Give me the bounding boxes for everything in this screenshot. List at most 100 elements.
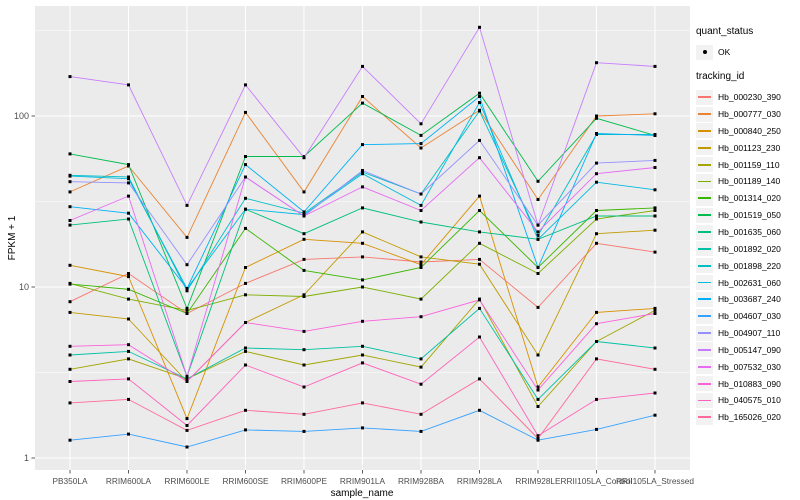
- data-point-Hb_001892_020: [419, 357, 423, 361]
- data-point-Hb_000230_390: [302, 257, 306, 261]
- data-point-Hb_001892_020: [302, 348, 306, 352]
- data-point-Hb_005147_090: [244, 83, 247, 87]
- data-point-Hb_001123_230: [68, 310, 72, 314]
- data-point-Hb_040575_010: [68, 380, 72, 383]
- data-point-Hb_001189_140: [185, 308, 189, 312]
- data-point-Hb_001519_050: [419, 133, 423, 137]
- data-point-Hb_001892_020: [653, 346, 657, 350]
- data-point-Hb_004607_030: [68, 438, 72, 442]
- legend-item-label: Hb_001898_220: [718, 260, 781, 271]
- data-point-Hb_003687_240: [302, 210, 306, 214]
- data-point-Hb_040575_010: [244, 363, 247, 367]
- data-point-Hb_001519_050: [478, 91, 481, 95]
- data-point-Hb_007532_030: [595, 172, 598, 176]
- data-point-Hb_004607_030: [653, 413, 657, 417]
- x-tick-label: PB350LA: [52, 476, 88, 486]
- data-point-Hb_004607_030: [302, 429, 306, 433]
- plot-area: PB350LA RRIM600LA RRIM600LE RRIM600SE RRIM60…: [14, 6, 694, 486]
- data-point-Hb_007532_030: [536, 230, 540, 234]
- data-point-Hb_010883_090: [68, 344, 72, 348]
- legend-item-label: Hb_040575_010: [718, 395, 781, 406]
- line-swatch-icon: [698, 365, 711, 368]
- legend-item-tracking-id: Hb_001635_060: [696, 224, 800, 241]
- data-point-Hb_004607_030: [478, 408, 481, 412]
- data-point-Hb_001314_020: [653, 206, 657, 210]
- data-point-Hb_001892_020: [536, 397, 540, 401]
- data-point-Hb_001314_020: [302, 268, 306, 272]
- data-point-Hb_010883_090: [302, 329, 306, 333]
- line-swatch-icon: [698, 416, 711, 419]
- data-point-Hb_001519_050: [68, 152, 72, 156]
- data-point-Hb_004607_030: [419, 429, 423, 433]
- data-point-Hb_004607_030: [244, 428, 247, 432]
- legend-item-tracking-id: Hb_040575_010: [696, 392, 800, 409]
- x-tick-label: RRIM928LE: [515, 476, 561, 486]
- legend-key: [696, 89, 713, 105]
- legend-key: [696, 325, 713, 341]
- data-point-Hb_001123_230: [361, 230, 364, 234]
- data-point-Hb_001898_220: [536, 234, 540, 237]
- data-point-Hb_000840_250: [127, 275, 130, 279]
- data-point-Hb_001314_020: [127, 287, 130, 291]
- data-point-Hb_001123_230: [419, 255, 423, 259]
- data-point-Hb_001159_110: [653, 308, 657, 312]
- line-swatch-icon: [698, 382, 711, 385]
- data-point-Hb_001123_230: [302, 293, 306, 297]
- line-swatch-icon: [698, 130, 711, 132]
- data-point-Hb_001635_060: [127, 217, 130, 221]
- data-point-Hb_001892_020: [361, 344, 364, 348]
- data-point-Hb_002631_060: [595, 180, 598, 184]
- data-point-Hb_000230_390: [478, 257, 481, 261]
- data-point-Hb_004907_110: [127, 181, 130, 185]
- data-point-Hb_000840_250: [536, 385, 540, 389]
- x-tick-label: RRII105LA_Control: [561, 476, 633, 486]
- data-point-Hb_000840_250: [244, 266, 247, 269]
- data-point-Hb_003687_240: [653, 133, 657, 137]
- line-swatch-icon: [698, 231, 711, 233]
- data-point-Hb_001635_060: [478, 230, 481, 234]
- data-point-Hb_002631_060: [653, 188, 657, 192]
- legend-key: [696, 106, 713, 122]
- data-point-Hb_010883_090: [185, 380, 189, 383]
- data-point-Hb_005147_090: [595, 61, 598, 65]
- data-point-Hb_040575_010: [127, 377, 130, 381]
- data-point-Hb_001314_020: [244, 226, 247, 230]
- data-point-Hb_002631_060: [536, 237, 540, 241]
- data-point-Hb_001123_230: [478, 262, 481, 266]
- data-point-Hb_001314_020: [68, 282, 72, 286]
- data-point-Hb_165026_020: [185, 428, 189, 432]
- data-point-Hb_010883_090: [419, 315, 423, 319]
- data-point-Hb_001892_020: [244, 346, 247, 350]
- legend-item-label: Hb_000777_030: [718, 109, 781, 120]
- data-point-Hb_003687_240: [478, 95, 481, 98]
- data-point-Hb_010883_090: [536, 388, 540, 392]
- data-point-Hb_003687_240: [68, 205, 72, 209]
- legend-item-label: Hb_000840_250: [718, 125, 781, 136]
- data-point-Hb_001892_020: [127, 349, 130, 353]
- legend-item-tracking-id: Hb_007532_030: [696, 358, 800, 375]
- data-point-Hb_000230_390: [419, 260, 423, 264]
- legend-key: [696, 308, 713, 324]
- data-point-Hb_003687_240: [244, 163, 247, 167]
- legend-item-label: Hb_000230_390: [718, 92, 781, 103]
- data-point-Hb_001519_050: [536, 179, 540, 183]
- data-point-Hb_005147_090: [653, 64, 657, 68]
- data-point-Hb_001189_140: [302, 295, 306, 298]
- legend-key: [696, 291, 713, 307]
- data-point-Hb_002631_060: [478, 101, 481, 104]
- data-point-Hb_010883_090: [653, 312, 657, 315]
- data-point-Hb_001189_140: [361, 285, 364, 289]
- legend-item-tracking-id: Hb_005147_090: [696, 342, 800, 359]
- data-point-Hb_001159_110: [361, 353, 364, 357]
- legend-item-label: OK: [718, 47, 731, 58]
- data-point-Hb_003687_240: [127, 211, 130, 215]
- legend-key: [696, 359, 713, 375]
- x-tick-label: RRIM928LA: [457, 476, 503, 486]
- data-point-Hb_000840_250: [595, 310, 598, 314]
- data-point-Hb_001123_230: [653, 228, 657, 232]
- legend-key: [696, 392, 713, 408]
- legend-item-tracking-id: Hb_165026_020: [696, 409, 800, 426]
- data-point-Hb_001189_140: [478, 241, 481, 245]
- y-tick-label: 1: [24, 453, 29, 463]
- data-point-Hb_000230_390: [68, 300, 72, 304]
